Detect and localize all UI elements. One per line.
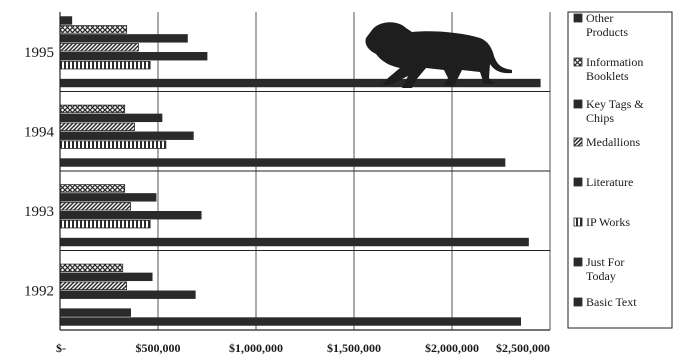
x-tick-label-0: $- [56,341,66,355]
legend-swatch-medallions [573,137,583,147]
legend-swatch-just-for-today [573,257,583,267]
bar-1993-medallions [59,202,131,211]
bar-1993-literature [59,211,202,220]
category-label-1993: 1993 [24,204,54,220]
legend-swatch-ip-works [573,217,583,227]
legend-swatch-basic-text [573,297,583,307]
category-label-1992: 1992 [24,283,54,299]
bar-1992-medallions [59,281,128,290]
legend-label-medallions: Medallions [586,135,640,149]
bar-1993-information-booklets [59,184,126,193]
bar-1995-literature [59,52,208,61]
bar-1992-information-booklets [59,263,124,273]
bar-1995-basic-text [59,78,541,88]
bar-1995-ip-works [59,60,151,70]
axes [59,12,550,331]
legend-label-information-booklets: Information Booklets [586,55,643,83]
legend-box [567,11,673,329]
category-labels: 1995 1994 1993 1992 [24,45,55,300]
bar-1992-literature [59,290,196,299]
bar-1993-ip-works [59,219,151,229]
legend-swatch-key-tags-chips [573,99,583,109]
legend-label-other-products: Other Products [586,11,628,39]
legend: Other Products Information Booklets Key Tags… [567,11,673,329]
bar-1994-key-tags-chips [59,113,163,123]
legend-label-basic-text: Basic Text [586,295,637,309]
x-tick-labels: $- $500,000 $1,000,000 $1,500,000 $2,000,000… [56,341,550,355]
category-separators [60,91,550,251]
legend-label-key-tags-chips: Key Tags & Chips [586,97,644,125]
category-label-1995: 1995 [24,45,54,61]
bar-1995-other-products [59,16,73,25]
legend-label-ip-works: IP Works [586,215,630,229]
bar-1994-literature [59,131,194,140]
bar-1993-key-tags-chips [59,193,157,202]
bars [59,16,541,326]
x-tick-label-3: $1,500,000 [327,341,381,355]
bar-1994-ip-works [59,140,167,149]
bar-1992-just-for-today [59,308,131,317]
bar-1994-medallions [59,122,135,131]
bar-1994-basic-text [59,158,506,167]
legend-label-just-for-today: Just For Today [586,255,624,283]
category-label-1994: 1994 [24,124,55,140]
legend-label-literature: Literature [586,175,633,189]
lion-icon [365,22,512,88]
bar-1995-key-tags-chips [59,34,188,43]
bar-1995-medallions [59,43,139,52]
legend-swatch-information-booklets [573,57,583,67]
legend-swatch-literature [573,177,583,187]
x-tick-label-5: $2,500,000 [496,341,550,355]
bar-1992-basic-text [59,317,522,326]
x-tick-label-2: $1,000,000 [229,341,283,355]
legend-swatch-other-products [573,13,583,23]
x-tick-label-1: $500,000 [136,341,181,355]
x-tick-label-4: $2,000,000 [425,341,479,355]
bar-1995-information-booklets [59,25,128,34]
bar-1993-basic-text [59,237,529,247]
bar-1992-key-tags-chips [59,272,153,282]
bar-1994-information-booklets [59,104,126,114]
